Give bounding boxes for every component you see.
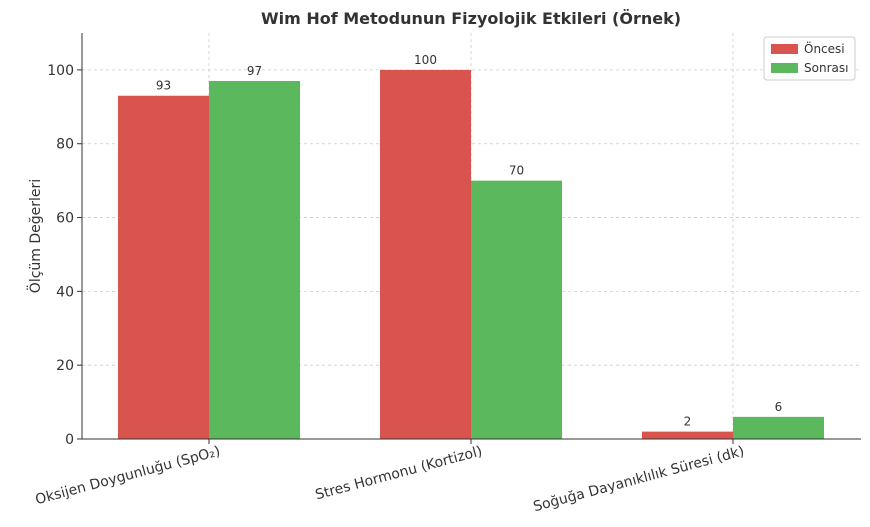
bar: [642, 431, 733, 439]
data-label: 93: [156, 79, 171, 93]
data-label: 97: [247, 64, 262, 78]
y-tick-label: 20: [56, 358, 74, 374]
y-tick-label: 100: [47, 63, 74, 79]
y-tick-label: 80: [56, 137, 74, 153]
y-axis-label: Ölçüm Değerleri: [26, 179, 44, 293]
data-label: 100: [414, 53, 437, 67]
legend-label: Öncesi: [804, 40, 845, 56]
chart-title: Wim Hof Metodunun Fizyolojik Etkileri (Ö…: [261, 9, 681, 28]
bar: [380, 69, 471, 439]
x-tick-label: Stres Hormonu (Kortizol): [314, 443, 484, 503]
data-label: 70: [509, 164, 524, 178]
bar: [209, 80, 300, 440]
y-tick-label: 60: [56, 211, 74, 227]
legend-swatch: [771, 44, 798, 54]
legend: Öncesi Sonrası: [763, 36, 856, 81]
data-labels: 93 97 100 70 2 6: [156, 53, 782, 429]
bar: [118, 95, 209, 439]
data-label: 2: [684, 415, 692, 429]
legend-swatch: [771, 63, 798, 73]
axes: [77, 33, 861, 444]
legend-label: Sonrası: [804, 61, 848, 75]
x-tick-label: Oksijen Doygunluğu (SpO₂): [34, 443, 222, 508]
bar: [733, 416, 824, 439]
data-label: 6: [775, 400, 783, 414]
y-tick-label: 40: [56, 284, 74, 300]
y-tick-label: 0: [65, 432, 74, 448]
bar: [471, 180, 562, 440]
bars: [118, 69, 824, 440]
x-tick-label: Soğuğa Dayanıklılık Süresi (dk): [532, 443, 746, 515]
